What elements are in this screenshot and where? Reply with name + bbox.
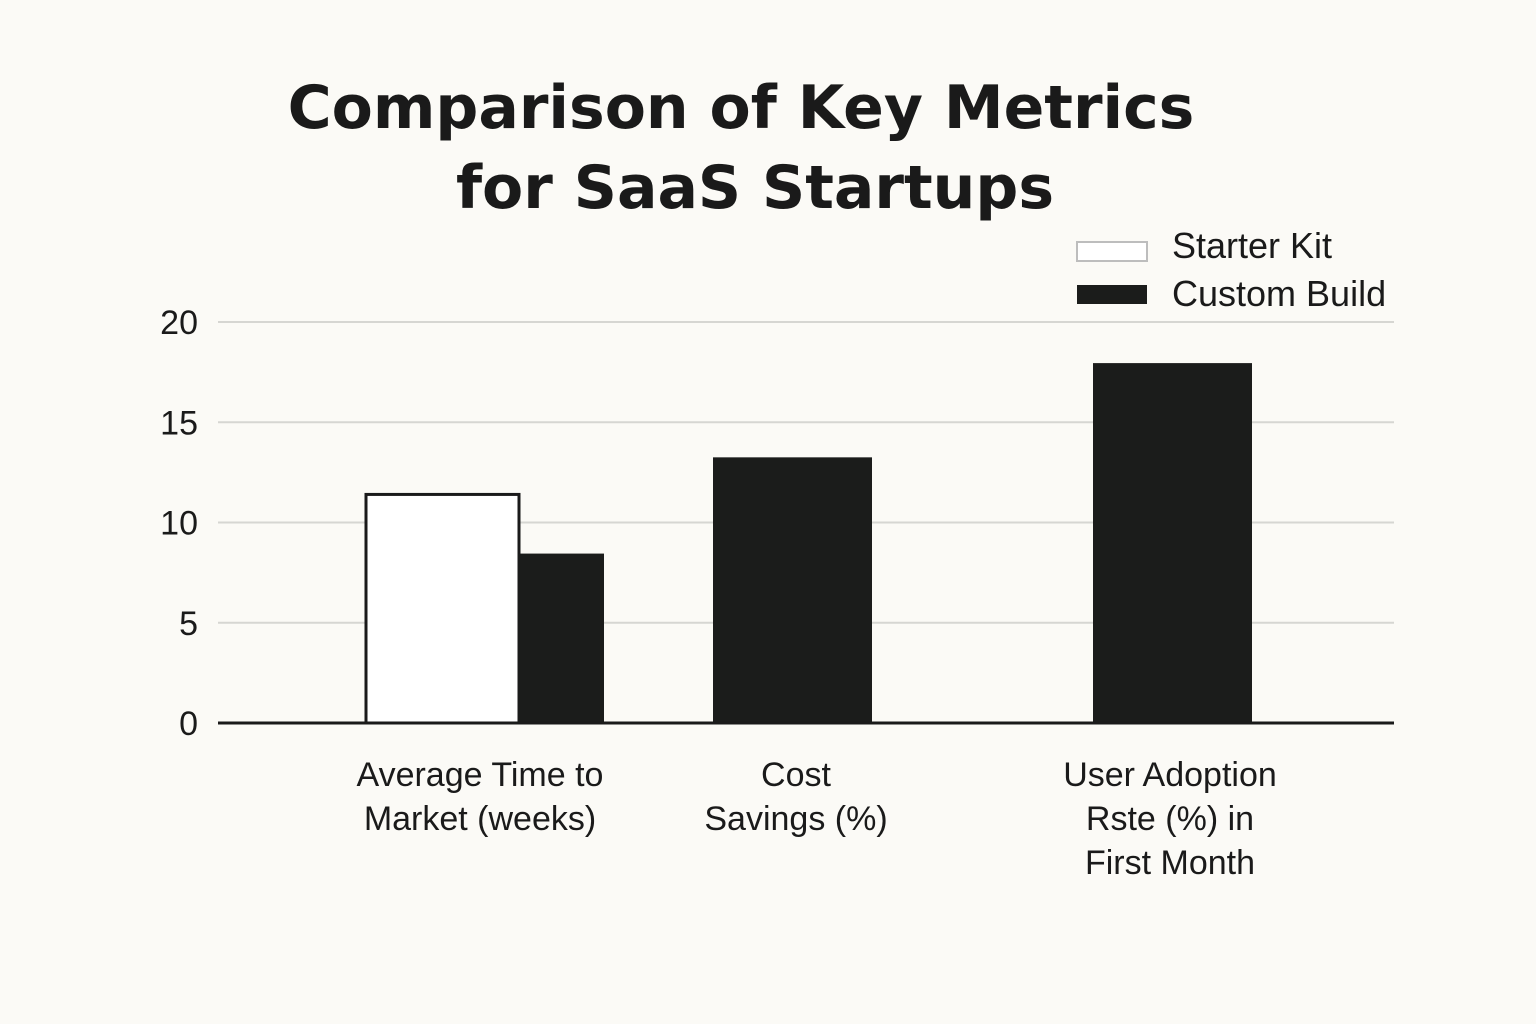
chart-title: Comparison of Key Metrics for SaaS Start… — [288, 73, 1195, 223]
legend-swatch-custom-build — [1077, 285, 1147, 304]
y-tick-label: 5 — [179, 605, 198, 643]
legend-label-starter-kit: Starter Kit — [1172, 225, 1332, 266]
bar-custom-build-1 — [713, 457, 872, 724]
x-category-label: Average Time to — [357, 756, 604, 794]
y-axis-ticks: 0 5 10 15 20 — [160, 304, 198, 743]
legend-swatch-starter-kit — [1076, 241, 1148, 262]
y-tick-label: 20 — [160, 304, 198, 342]
x-category-label: Market (weeks) — [364, 800, 596, 838]
x-axis-labels: Average Time to Market (weeks) Cost Savings… — [357, 756, 1277, 882]
legend-label-custom-build: Custom Build — [1172, 273, 1386, 314]
x-category-label: Savings (%) — [704, 800, 887, 838]
chart-title-line-1: Comparison of Key Metrics — [288, 73, 1195, 143]
bars — [364, 363, 1252, 725]
y-tick-label: 10 — [160, 505, 198, 543]
x-category-label: User Adoption — [1063, 756, 1277, 794]
legend: Starter Kit Custom Build — [1076, 225, 1386, 314]
y-tick-label: 0 — [179, 705, 198, 743]
x-category-label: First Month — [1085, 844, 1255, 882]
x-category-label: Cost — [761, 756, 831, 794]
y-tick-label: 15 — [160, 404, 198, 442]
chart-title-line-2: for SaaS Startups — [456, 153, 1054, 223]
bar-custom-build-0 — [518, 553, 604, 725]
bar-custom-build-2 — [1093, 363, 1252, 724]
x-category-label: Rste (%) in — [1086, 800, 1254, 838]
bar-starter-kit-0 — [364, 492, 521, 725]
